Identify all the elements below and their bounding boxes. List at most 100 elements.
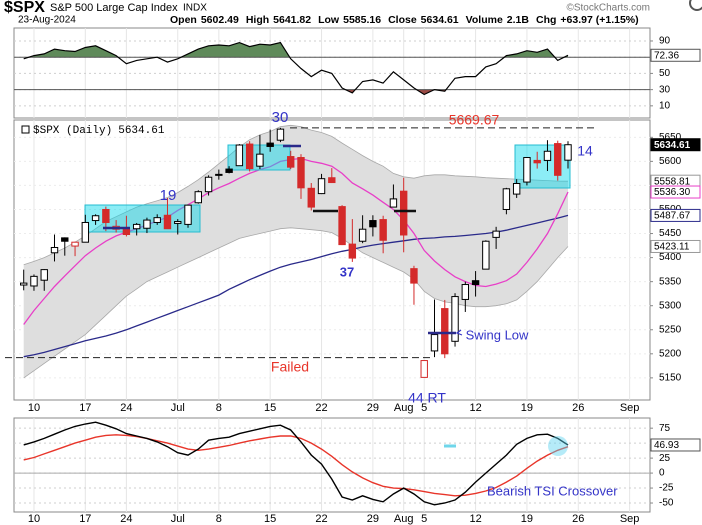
x-tick-label: 26 <box>572 513 584 525</box>
band-fill <box>23 125 568 378</box>
candle-body <box>317 178 326 195</box>
x-tick-label: 10 <box>28 513 40 525</box>
candle-body <box>369 220 377 228</box>
x-tick-label: 26 <box>572 402 584 414</box>
moving-average <box>23 157 569 325</box>
y-tick-label: 90 <box>659 36 671 47</box>
y-tick-label: 10 <box>659 100 671 111</box>
candle-body <box>564 144 572 161</box>
candle-body <box>61 237 69 242</box>
quote-value: 5634.61 <box>421 14 459 26</box>
last-value-label: 46.93 <box>654 440 679 451</box>
y-tick-label: 5650 <box>659 132 682 143</box>
candle-body <box>20 282 28 286</box>
panel-title-value: 5634.61 <box>118 125 165 137</box>
candle-body <box>379 219 387 241</box>
y-tick-label: 5250 <box>659 324 682 335</box>
candle-body <box>451 296 459 342</box>
annotation: 14 <box>577 143 593 159</box>
quote-value: 5602.49 <box>201 14 239 26</box>
candle-body <box>256 153 264 167</box>
candle-body <box>420 360 428 378</box>
candle-body <box>245 143 254 170</box>
candle-body <box>461 284 470 300</box>
annotation: 30 <box>272 109 289 126</box>
x-tick-label: 10 <box>28 402 40 414</box>
candle-body <box>441 308 449 355</box>
last-value-box <box>650 208 701 222</box>
candle-body <box>328 177 336 184</box>
rsi-overbought-fill <box>28 42 569 58</box>
quote-value: 5585.16 <box>343 14 381 26</box>
x-tick-label: Jul <box>171 513 185 525</box>
x-tick-label: 29 <box>367 513 379 525</box>
x-tick-label: 19 <box>521 513 533 525</box>
quote-label: Low <box>318 14 340 26</box>
y-tick-label: -50 <box>659 498 674 509</box>
last-value-label: 5536.30 <box>654 187 691 198</box>
candle-body <box>174 221 182 224</box>
x-tick-label: 15 <box>264 402 276 414</box>
date: 23-Aug-2024 <box>18 15 76 26</box>
candle-body <box>276 128 285 141</box>
rsi-line <box>23 41 569 96</box>
y-tick-label: 5150 <box>659 373 682 384</box>
candle-body <box>533 159 541 164</box>
last-value-box <box>650 239 701 253</box>
x-tick-label: Aug <box>394 513 414 525</box>
x-tick-label: 5 <box>421 513 427 525</box>
last-value-label: 72.36 <box>654 50 679 61</box>
last-value-box <box>650 185 701 199</box>
last-value-label: 5487.67 <box>654 211 691 222</box>
quote-value: 2.1B <box>507 14 530 26</box>
x-tick-label: 22 <box>315 402 327 414</box>
candle-body <box>492 230 500 238</box>
candle-body <box>194 191 202 204</box>
candle-body <box>143 219 151 229</box>
x-tick-label: 22 <box>315 513 327 525</box>
candle-body <box>297 157 305 189</box>
candle-body <box>399 190 408 236</box>
x-tick-label: 29 <box>367 402 379 414</box>
y-tick-label: 25 <box>659 453 671 464</box>
x-tick-label: Aug <box>394 402 414 414</box>
arrow <box>455 329 463 336</box>
annotation: 19 <box>160 187 177 204</box>
candle-body <box>307 187 315 208</box>
y-tick-label: 5300 <box>659 300 682 311</box>
candle-body <box>554 143 562 176</box>
candle-body <box>410 268 418 284</box>
quote-value: 5641.82 <box>273 14 311 26</box>
quote-label: Close <box>388 14 417 26</box>
candle-body <box>204 176 213 193</box>
x-tick-label: 12 <box>469 402 481 414</box>
x-tick-label: 17 <box>79 513 91 525</box>
price-plot <box>23 124 569 379</box>
moving-average <box>23 214 569 358</box>
candle-body <box>81 221 90 243</box>
x-tick-label: 19 <box>521 402 533 414</box>
x-tick-label: 5 <box>421 402 427 414</box>
last-value-box <box>650 138 701 152</box>
x-tick-label: Sep <box>620 402 640 414</box>
x-tick-label: Jul <box>171 402 185 414</box>
candle-body <box>225 168 233 173</box>
x-tick-label: 24 <box>120 513 132 525</box>
resistance-label: 5669.67 <box>449 112 500 128</box>
y-tick-label: -25 <box>659 483 674 494</box>
x-tick-label: 8 <box>216 513 222 525</box>
y-tick-label: 0 <box>659 468 665 479</box>
x-tick-label: 8 <box>216 402 222 414</box>
last-value-label: 5423.11 <box>654 242 690 253</box>
candle-body <box>71 241 79 247</box>
annotation: 44 RT <box>408 390 446 406</box>
panel-frame <box>13 417 651 513</box>
legend-swatch <box>21 125 30 134</box>
candle-body <box>543 150 552 161</box>
candle-body <box>163 214 172 230</box>
candle-body <box>40 269 48 281</box>
quote-label: Chg <box>536 14 556 26</box>
candle-body <box>132 223 141 230</box>
quote-label: High <box>246 14 269 26</box>
